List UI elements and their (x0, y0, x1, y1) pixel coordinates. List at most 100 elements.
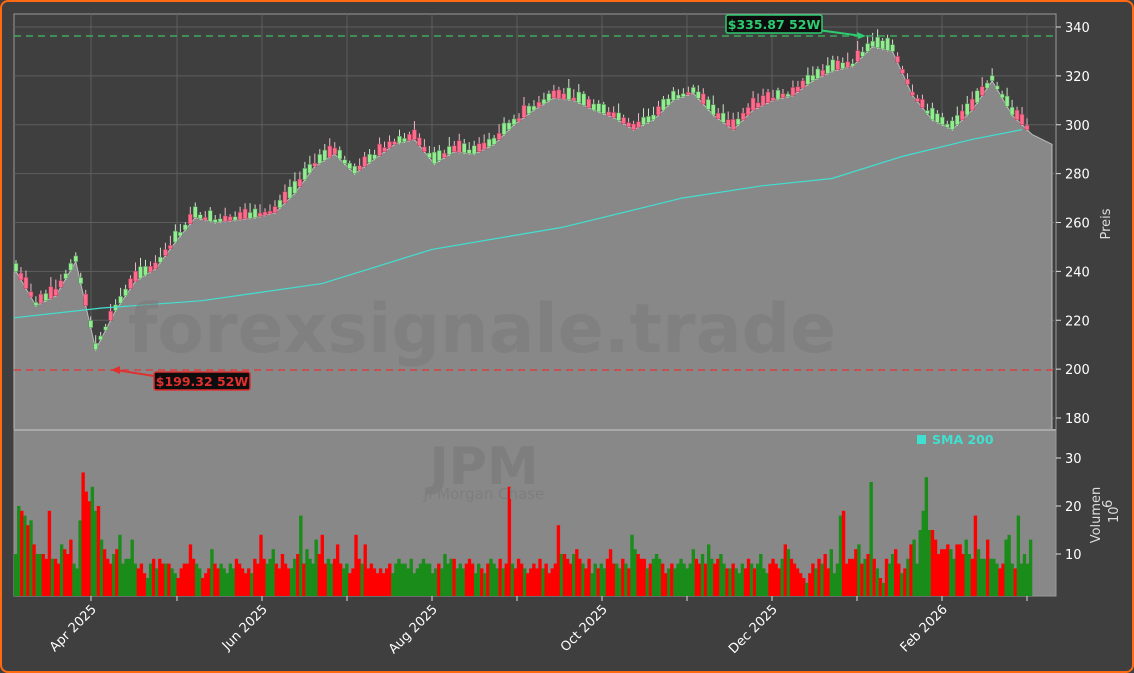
candle-down (611, 112, 616, 118)
candle-down (312, 162, 318, 167)
candle-up (317, 154, 323, 164)
volume-bar (256, 563, 260, 596)
candle-up (890, 44, 895, 52)
volume-bar (510, 563, 515, 596)
volume-bar (81, 472, 85, 596)
volume-bar (608, 549, 613, 596)
candle-up (367, 154, 372, 163)
candle-up (860, 51, 865, 57)
volume-bar (657, 558, 662, 596)
x-tick-label: Apr 2025 (47, 602, 100, 655)
candle-up (247, 212, 253, 219)
x-tick-label: Oct 2025 (558, 602, 611, 655)
candle-up (93, 342, 98, 350)
volume-bar (96, 506, 101, 596)
volume-bar (519, 563, 524, 596)
candle-up (491, 137, 497, 145)
candle-up (68, 263, 74, 271)
volume-bar (461, 568, 466, 596)
volume-axis-unit: 10 6 (1101, 500, 1122, 523)
volume-tick-label: 10 (1065, 548, 1082, 563)
candle-up (78, 277, 83, 284)
volume-bar (979, 558, 984, 596)
volume-bar (737, 573, 742, 596)
volume-bar (75, 568, 79, 596)
volume-bar (860, 563, 864, 596)
volume-bar (455, 568, 459, 596)
volume-bar (526, 573, 530, 596)
candle-down (457, 140, 462, 153)
candle-up (810, 75, 816, 82)
volume-bar (802, 578, 806, 596)
volume-bar (639, 558, 643, 596)
volume-bar (872, 558, 876, 596)
volume-bar (857, 544, 861, 596)
volume-bar (105, 558, 110, 596)
candle-up (1004, 95, 1010, 107)
volume-bar (927, 530, 932, 596)
volume-bar (56, 563, 61, 596)
volume-bar (437, 563, 441, 596)
volume-bar (388, 563, 392, 596)
candle-down (656, 106, 661, 116)
volume-bar (811, 563, 815, 596)
volume-bar (746, 558, 751, 596)
candle-up (158, 256, 163, 263)
volume-bar (409, 558, 413, 596)
x-axis: Apr 2025 Jun 2025 Aug 2025 Oct 2025 Dec 2025… (47, 596, 1028, 657)
candle-up (735, 118, 741, 126)
candle-down (133, 270, 138, 282)
volume-bar (820, 563, 824, 596)
candle-up (930, 107, 935, 121)
volume-bar (654, 554, 659, 596)
volume-bar (642, 558, 646, 596)
sma-200-line (13, 129, 1023, 319)
volume-bar (449, 558, 453, 596)
company-watermark: JPMorgan Chase (423, 485, 545, 503)
volume-bar (743, 568, 748, 596)
volume-bar (725, 568, 729, 596)
volume-bar (921, 510, 925, 596)
volume-bar (633, 549, 637, 596)
volume-bar (936, 554, 941, 596)
candle-down (128, 278, 133, 289)
volume-bar (559, 554, 564, 596)
candle-down (895, 56, 900, 63)
volume-bar (299, 515, 303, 596)
candle-up (711, 104, 716, 116)
candle-down (750, 97, 756, 111)
candle-down (332, 147, 337, 155)
volume-bar (759, 554, 763, 596)
volume-bar (130, 539, 134, 596)
volume-bar (789, 558, 794, 596)
volume-bar (167, 563, 171, 596)
volume-bar (38, 554, 42, 596)
candle-down (835, 60, 841, 71)
candle-up (706, 99, 711, 110)
volume-bar (940, 549, 944, 596)
candle-up (840, 62, 845, 69)
price-tick-label: 260 (1065, 217, 1090, 232)
candle-up (461, 143, 467, 154)
volume-bar (700, 554, 705, 596)
volume-bar (375, 573, 380, 596)
watermark-text: forexsignale.trade (128, 290, 837, 369)
volume-bar (553, 563, 558, 596)
volume-bar (348, 573, 352, 596)
candle-up (974, 90, 980, 104)
candle-down (730, 119, 736, 130)
candle-up (785, 93, 791, 97)
volume-bar (581, 563, 585, 596)
candle-up (955, 115, 960, 126)
low-arrow-head (111, 366, 120, 374)
volume-bar (618, 568, 622, 596)
candle-up (178, 232, 183, 237)
volume-bar (624, 563, 628, 596)
volume-bar (989, 558, 993, 596)
candle-down (745, 107, 751, 116)
volume-bar (697, 563, 702, 596)
candle-up (207, 210, 213, 222)
candle-down (551, 90, 557, 99)
candle-up (601, 104, 606, 115)
volume-bar (372, 568, 377, 596)
